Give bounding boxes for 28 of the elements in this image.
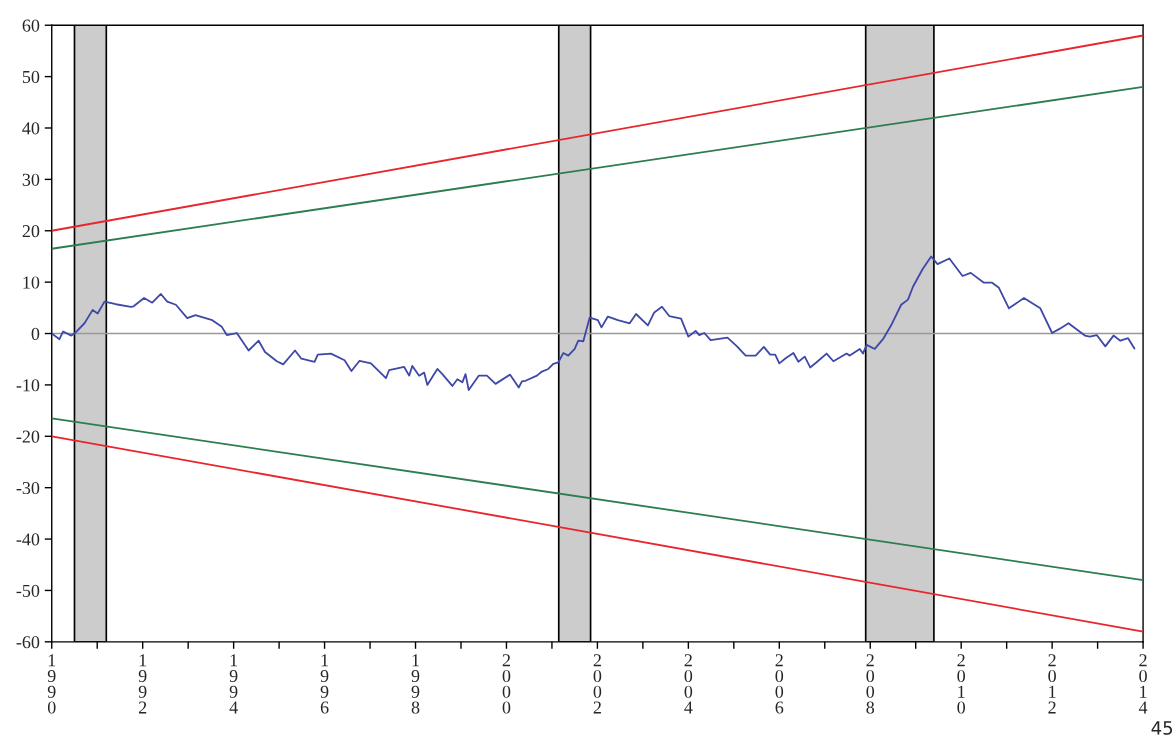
- x-tick-label: 2 0 1 4: [1138, 654, 1148, 714]
- x-tick-label: 2 0 1 2: [1048, 654, 1056, 714]
- y-tick-label: 0: [31, 327, 40, 340]
- x-tick-label: 1 9 9 2: [138, 654, 147, 714]
- x-tick-label: 2 0 0 0: [502, 654, 511, 714]
- x-tick-label: 1 9 9 4: [229, 654, 238, 714]
- y-tick-label: -20: [16, 430, 40, 443]
- y-tick-label: 60: [22, 19, 40, 32]
- x-tick-label: 2 0 1 0: [957, 654, 966, 714]
- y-tick-label: -50: [16, 584, 40, 597]
- y-tick-label: 40: [22, 122, 40, 135]
- x-tick-label: 2 0 0 4: [684, 654, 693, 714]
- y-tick-label: 30: [22, 173, 40, 186]
- line-series: [51, 255, 1136, 391]
- x-tick-label: 1 9 9 6: [320, 654, 329, 714]
- x-tick-label: 2 0 0 8: [866, 654, 875, 714]
- y-tick-label: -30: [16, 481, 40, 495]
- x-tick-label: 2 0 0 2: [593, 654, 602, 714]
- x-tick-label: 1 9 9 8: [411, 654, 420, 714]
- y-tick-label: -60: [16, 636, 40, 649]
- y-tick-label: 50: [22, 70, 40, 84]
- x-tick-label: 1 9 9 0: [47, 654, 56, 714]
- x-tick-label: 2 0 0 6: [775, 654, 784, 714]
- text: 45: [1151, 721, 1173, 735]
- y-tick-label: 10: [23, 276, 40, 289]
- y-tick-label: -40: [16, 533, 40, 546]
- y-tick-label: -10: [16, 379, 40, 392]
- y-tick-label: 20: [22, 225, 40, 238]
